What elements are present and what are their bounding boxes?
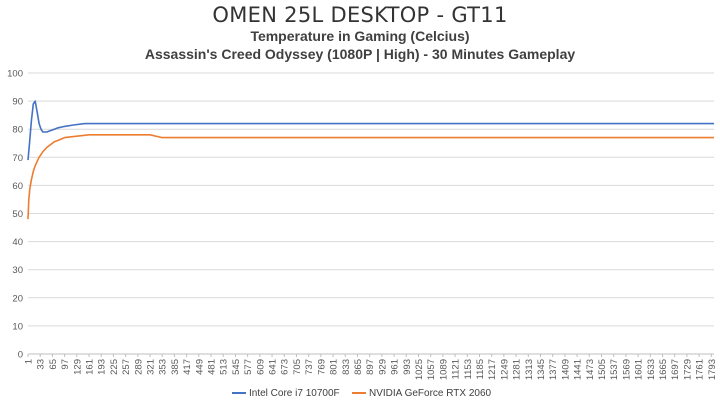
chart-subtitle: Temperature in Gaming (Celcius) [250, 28, 470, 44]
y-tick-label: 80 [12, 125, 23, 136]
x-tick-label: 129 [72, 359, 83, 375]
y-tick-label: 20 [12, 293, 23, 304]
x-tick-label: 1793 [707, 359, 718, 380]
y-tick-label: 60 [12, 181, 23, 192]
x-tick-label: 1313 [524, 359, 535, 380]
x-tick-label: 161 [85, 359, 96, 375]
y-tick-label: 100 [7, 69, 23, 80]
legend: Intel Core i7 10700F NVIDIA GeForce RTX 2… [232, 388, 492, 399]
x-tick-label: 577 [243, 359, 254, 375]
x-tick-label: 1409 [560, 359, 571, 380]
x-tick-label: 1505 [597, 359, 608, 380]
x-tick-label: 545 [231, 359, 242, 375]
x-tick-label: 321 [146, 359, 157, 375]
x-tick-label: 513 [219, 359, 230, 375]
x-tick-label: 1473 [585, 359, 596, 380]
x-tick-label: 289 [133, 359, 144, 375]
series-line-1 [27, 100, 714, 161]
chart-subtitle-2: Assassin's Creed Odyssey (1080P | High) … [144, 46, 576, 62]
y-tick-label: 30 [12, 265, 23, 276]
x-tick-label: 193 [97, 359, 108, 375]
legend-label: Intel Core i7 10700F [249, 388, 340, 399]
x-tick-label: 897 [365, 359, 376, 375]
x-tick-label: 993 [402, 359, 413, 375]
chart-title: OMEN 25L DESKTOP - GT11 [212, 3, 508, 27]
x-tick-label: 225 [109, 359, 120, 375]
x-tick-label: 65 [48, 359, 59, 370]
y-tick-label: 90 [12, 97, 23, 108]
x-tick-label: 961 [390, 359, 401, 375]
x-tick-label: 1633 [646, 359, 657, 380]
x-tick-label: 1761 [695, 359, 706, 380]
x-tick-label: 385 [170, 359, 181, 375]
y-tick-label: 70 [12, 153, 23, 164]
x-tick-label: 1 [24, 359, 35, 364]
y-tick-label: 0 [18, 350, 23, 361]
x-tick-label: 481 [207, 359, 218, 375]
x-tick-label: 801 [329, 359, 340, 375]
x-tick-label: 609 [255, 359, 266, 375]
y-tick-label: 40 [12, 237, 23, 248]
x-tick-label: 449 [194, 359, 205, 375]
x-tick-label: 1089 [438, 359, 449, 380]
x-tick-label: 1121 [451, 359, 462, 379]
x-tick-label: 1153 [463, 359, 474, 379]
x-tick-label: 353 [158, 359, 169, 375]
x-tick-label: 833 [341, 359, 352, 375]
x-tick-label: 417 [182, 359, 193, 375]
y-tick-label: 10 [12, 321, 23, 332]
axes: 0 10 20 30 40 50 60 70 80 90 100 1 33 65 97 129 161 193 22… [7, 69, 718, 381]
legend-label: NVIDIA GeForce RTX 2060 [369, 388, 492, 399]
x-tick-label: 1217 [487, 359, 498, 380]
x-tick-label: 705 [292, 359, 303, 375]
x-tick-label: 1345 [536, 359, 547, 380]
series-layer [27, 100, 714, 220]
x-tick-label: 1185 [475, 359, 486, 379]
series-line-2 [27, 134, 714, 220]
x-tick-label: 1057 [426, 359, 437, 380]
x-tick-label: 33 [36, 359, 47, 370]
x-tick-label: 257 [121, 359, 132, 375]
x-tick-label: 1697 [670, 359, 681, 380]
x-tick-label: 97 [60, 359, 71, 370]
x-tick-label: 1537 [609, 359, 620, 380]
x-tick-label: 929 [377, 359, 388, 375]
x-tick-label: 1569 [621, 359, 632, 380]
x-tick-label: 865 [353, 359, 364, 375]
x-tick-label: 1281 [512, 359, 523, 380]
x-tick-label: 1441 [573, 359, 584, 380]
x-tick-label: 1377 [548, 359, 559, 380]
x-tick-label: 641 [268, 359, 279, 375]
x-tick-label: 1665 [658, 359, 669, 380]
x-tick-label: 769 [316, 359, 327, 375]
x-tick-label: 673 [280, 359, 291, 375]
x-tick-label: 1249 [499, 359, 510, 380]
x-tick-label: 1729 [682, 359, 693, 380]
y-tick-label: 50 [12, 209, 23, 220]
x-tick-label: 737 [304, 359, 315, 375]
gridlines [28, 72, 714, 355]
x-tick-label: 1025 [414, 359, 425, 380]
x-tick-label: 1601 [634, 359, 645, 380]
